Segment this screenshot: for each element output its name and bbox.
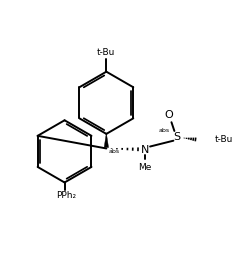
Text: abs: abs <box>108 150 119 154</box>
Text: O: O <box>164 110 173 120</box>
Text: Me: Me <box>139 163 152 172</box>
Text: t-Bu: t-Bu <box>215 135 233 144</box>
Polygon shape <box>104 133 109 147</box>
Text: S: S <box>174 132 181 142</box>
Text: abs: abs <box>159 128 169 133</box>
Text: N: N <box>141 145 149 155</box>
Text: PPh₂: PPh₂ <box>56 191 77 200</box>
Text: t-Bu: t-Bu <box>97 48 115 57</box>
